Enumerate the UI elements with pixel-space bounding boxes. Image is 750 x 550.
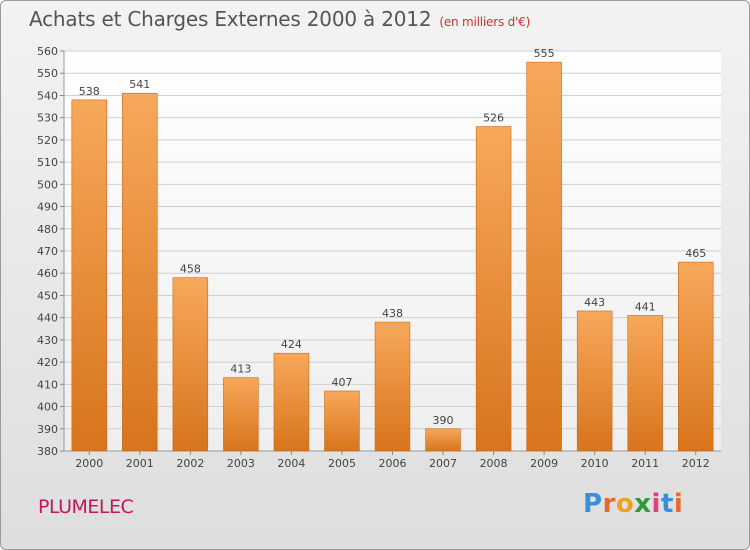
y-tick-label: 410 [37, 378, 58, 391]
y-tick-label: 560 [37, 45, 58, 58]
x-tick-label-2001: 2001 [126, 457, 154, 470]
data-label-2008: 526 [483, 112, 504, 125]
data-label-2000: 538 [79, 85, 100, 98]
y-tick-label: 470 [37, 245, 58, 258]
data-label-2012: 465 [685, 247, 706, 260]
bar-2004 [273, 352, 310, 452]
commune-name: PLUMELEC [38, 496, 134, 518]
data-label-2001: 541 [129, 78, 150, 91]
bar-2000 [71, 99, 108, 452]
proxiti-logo: Proxiti [583, 489, 684, 519]
chart-title-text: Achats et Charges Externes 2000 à 2012 [29, 7, 432, 31]
data-label-2002: 458 [180, 263, 201, 276]
y-tick-label: 380 [37, 445, 58, 458]
y-tick-label: 520 [37, 134, 58, 147]
bar-2005 [324, 390, 360, 452]
bar-2003 [223, 377, 259, 452]
x-tick-label-2011: 2011 [631, 457, 659, 470]
bar-2009 [526, 61, 562, 452]
y-tick-label: 500 [37, 178, 58, 191]
data-label-2003: 413 [230, 363, 251, 376]
data-label-2010: 443 [584, 296, 605, 309]
data-label-2009: 555 [534, 47, 555, 60]
bar-2011 [627, 315, 663, 452]
x-tick-label-2000: 2000 [75, 457, 103, 470]
bar-2007 [425, 428, 461, 452]
y-tick-label: 540 [37, 89, 58, 102]
data-label-2004: 424 [281, 338, 302, 351]
y-tick-label: 480 [37, 223, 58, 236]
bar-2006 [374, 321, 411, 452]
x-tick-label-2008: 2008 [480, 457, 508, 470]
x-tick-label-2003: 2003 [227, 457, 255, 470]
x-tick-label-2005: 2005 [328, 457, 356, 470]
y-tick-label: 460 [37, 267, 58, 280]
bar-2001 [122, 92, 158, 452]
x-tick-label-2009: 2009 [530, 457, 558, 470]
y-tick-label: 490 [37, 201, 58, 214]
bar-2010 [576, 310, 613, 452]
y-tick-label: 550 [37, 67, 58, 80]
x-tick-label-2006: 2006 [379, 457, 407, 470]
x-tick-label-2007: 2007 [429, 457, 457, 470]
bar-2002 [172, 277, 209, 452]
data-label-2005: 407 [331, 376, 352, 389]
data-label-2011: 441 [635, 300, 656, 313]
chart-title: Achats et Charges Externes 2000 à 2012 (e… [29, 7, 530, 31]
data-label-2006: 438 [382, 307, 403, 320]
unit-label: (en milliers d'€) [439, 15, 531, 29]
y-tick-label: 420 [37, 356, 58, 369]
y-tick-label: 430 [37, 334, 58, 347]
y-tick-label: 390 [37, 423, 58, 436]
x-tick-label-2010: 2010 [581, 457, 609, 470]
y-tick-label: 510 [37, 156, 58, 169]
x-tick-label-2004: 2004 [277, 457, 305, 470]
y-tick-label: 530 [37, 112, 58, 125]
data-label-2007: 390 [433, 414, 454, 427]
bar-2008 [475, 126, 512, 452]
y-tick-label: 440 [37, 312, 58, 325]
y-tick-label: 450 [37, 289, 58, 302]
x-tick-label-2012: 2012 [682, 457, 710, 470]
y-tick-label: 400 [37, 401, 58, 414]
bar-2012 [677, 261, 714, 452]
x-tick-label-2002: 2002 [176, 457, 204, 470]
